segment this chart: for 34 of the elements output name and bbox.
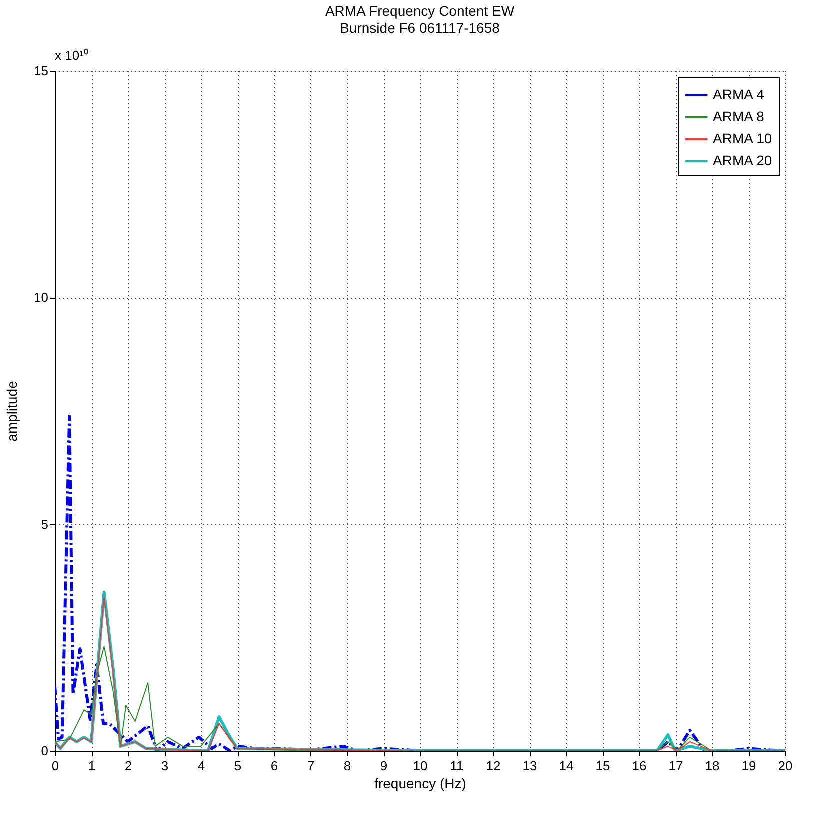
legend-label: ARMA 20: [713, 152, 772, 168]
y-tick-label: 10: [34, 290, 48, 306]
x-tick-label: 7: [307, 758, 315, 774]
x-tick-label: 9: [380, 758, 388, 774]
x-tick-label: 13: [522, 758, 538, 774]
chart-title: ARMA Frequency Content EW: [325, 3, 516, 19]
y-tick-label: 0: [41, 744, 48, 758]
x-tick-label: 10: [413, 758, 428, 774]
x-tick-label: 16: [632, 758, 647, 774]
y-tick-label: 15: [34, 64, 48, 78]
x-tick-label: 6: [270, 758, 278, 774]
legend-label: ARMA 8: [713, 108, 765, 124]
legend-label: ARMA 4: [713, 86, 765, 102]
legend-label: ARMA 10: [713, 130, 772, 146]
x-tick-label: 17: [668, 758, 684, 774]
x-tick-label: 20: [778, 758, 793, 774]
x-tick-label: 3: [161, 758, 169, 774]
x-tick-label: 5: [234, 758, 242, 774]
x-tick-label: 1: [88, 758, 96, 774]
x-tick-label: 15: [596, 758, 610, 774]
x-tick-label: 12: [486, 758, 501, 774]
x-tick-label: 8: [344, 758, 352, 774]
x-tick-label: 2: [124, 758, 132, 774]
chart-subtitle: Burnside F6 061117-1658: [340, 20, 500, 36]
text: x 10¹⁰: [55, 48, 89, 63]
y-axis-title: amplitude: [4, 380, 20, 442]
x-tick-label: 14: [559, 758, 574, 774]
x-tick-label: 4: [198, 758, 206, 774]
x-axis-title: frequency (Hz): [374, 776, 466, 792]
x-tick-label: 19: [742, 758, 756, 774]
x-tick-label: 18: [705, 758, 720, 774]
x-tick-label: 11: [450, 758, 464, 774]
x-tick-label: 0: [52, 758, 60, 774]
y-tick-label: 5: [41, 516, 48, 532]
